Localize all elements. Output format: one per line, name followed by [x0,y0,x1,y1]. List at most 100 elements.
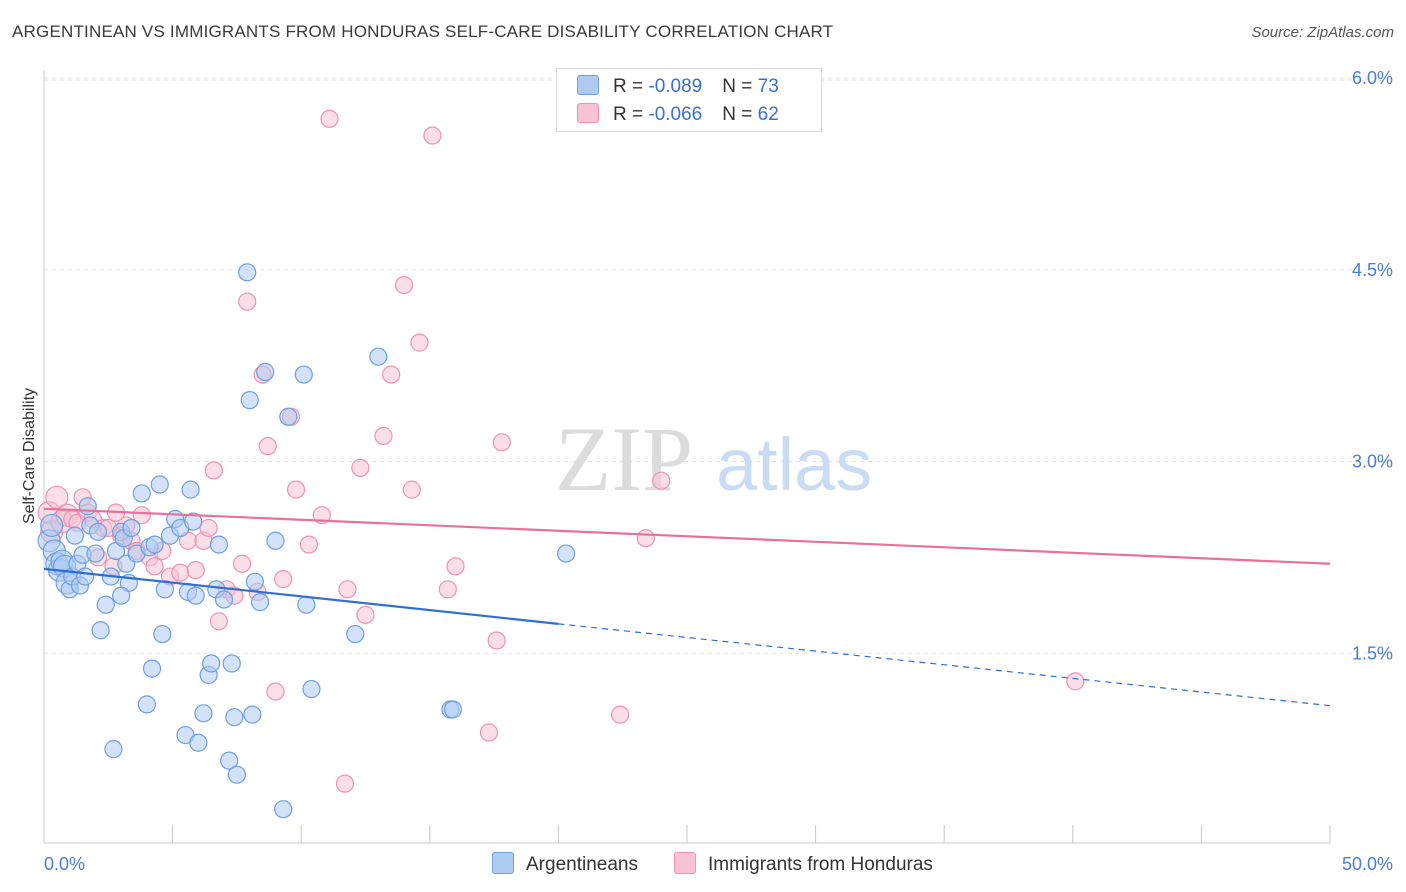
chart-title: ARGENTINEAN VS IMMIGRANTS FROM HONDURAS … [12,22,834,41]
x-tick-label-0: 0.0% [44,854,85,874]
point [351,458,370,477]
axes [43,70,1331,844]
point [214,590,234,609]
point [137,695,156,714]
point [238,263,257,282]
point [142,659,162,678]
y-tick-label-2: 4.5% [1352,260,1393,280]
point [199,518,218,538]
point [302,679,321,699]
point [225,708,244,727]
trend-argentineans [43,567,559,625]
point [171,563,190,582]
trend-lines [43,507,1331,707]
point [492,433,511,452]
point [479,723,499,742]
point [153,624,172,644]
point [209,535,228,554]
point [104,740,123,759]
n-value: 73 [757,76,779,97]
n-label: N = [722,104,758,125]
point [181,480,200,499]
blue-swatch [577,75,599,95]
point [279,407,298,426]
point [78,497,97,516]
point [297,595,316,614]
point [394,275,414,295]
point [611,705,630,724]
point [76,567,95,586]
point [1066,672,1085,691]
trend-honduras [43,507,1331,565]
point [245,572,265,591]
point [220,751,239,770]
point [132,484,151,503]
r-label: R = [613,104,649,125]
argentinean-points [37,263,576,819]
point [487,631,506,650]
point [356,605,375,625]
tick-labels: 1.5% 3.0% 4.5% 6.0% 0.0% 50.0% [44,68,1393,874]
r-value: -0.089 [648,76,703,97]
point [652,471,671,490]
point [112,586,131,605]
point [240,391,259,410]
point [250,593,270,612]
point [202,654,221,673]
point [410,333,429,352]
point [258,437,277,456]
stats-legend: R = -0.089 N = 73 R = -0.066 N = 62 [556,68,822,132]
trend-argentineans-extension [558,623,1331,707]
point [274,570,293,589]
n-label: N = [722,76,758,97]
watermark-zip: ZIP [555,408,693,510]
point [184,512,203,531]
watermark-atlas: atlas [716,423,872,506]
source-label: Source: ZipAtlas.com [1251,24,1394,41]
point [65,526,84,545]
point [256,362,275,382]
point [286,480,306,499]
point [438,580,457,599]
point [222,654,241,673]
pink-swatch [674,852,696,874]
point [209,612,228,631]
legend-label: Argentineans [526,854,638,875]
point [443,700,463,719]
r-value: -0.066 [648,104,703,125]
point [274,800,293,819]
point [338,580,357,599]
point [145,535,164,554]
point [374,426,393,446]
point [423,126,442,145]
point [238,292,257,311]
point [40,513,64,538]
stats-legend-row-argentineans: R = -0.089 N = 73 [577,75,779,99]
point [266,531,285,550]
point [294,365,313,384]
legend-item-honduras: Immigrants from Honduras [674,852,933,876]
point [266,682,285,701]
point [369,347,388,366]
point [189,733,208,752]
x-tick-label-1: 50.0% [1342,854,1393,874]
point [186,561,205,580]
point [194,704,213,723]
point [243,705,262,724]
point [91,621,110,640]
legend-label: Immigrants from Honduras [708,854,933,875]
point [382,365,401,384]
point [299,535,319,554]
r-label: R = [613,76,649,97]
point [232,554,252,573]
y-tick-label-3: 6.0% [1352,68,1393,88]
point [227,765,246,784]
y-axis-label: Self-Care Disability [21,388,38,524]
point [446,557,465,576]
point [320,109,339,129]
y-tick-label-1: 3.0% [1352,452,1393,472]
point [145,557,164,576]
point [96,595,115,614]
legend-item-argentineans: Argentineans [492,852,638,876]
